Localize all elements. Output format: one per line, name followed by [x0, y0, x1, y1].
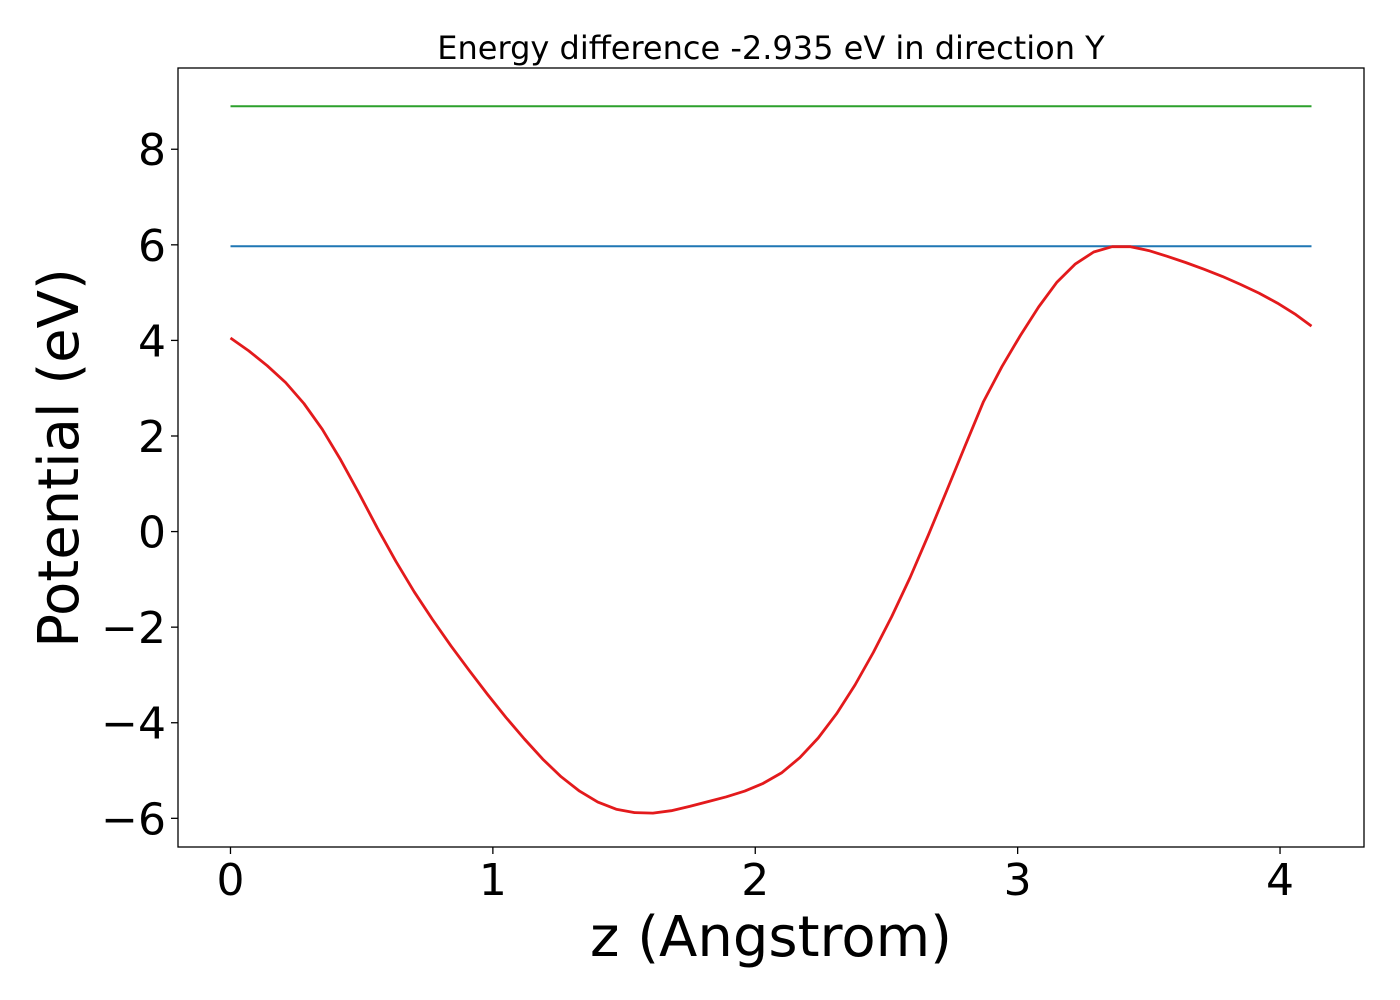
- x-tick-label: 3: [1004, 855, 1032, 906]
- chart-title: Energy difference -2.935 eV in direction…: [437, 29, 1105, 67]
- y-tick-label: 4: [138, 316, 166, 367]
- ticks-layer: 0 1 2 3 4 −6 −4 −2 0 2 4 6 8: [101, 125, 1294, 906]
- y-tick-label: 8: [138, 125, 166, 176]
- x-tick-label: 4: [1266, 855, 1294, 906]
- x-tick-label: 2: [741, 855, 769, 906]
- y-axis-label: Potential (eV): [27, 268, 92, 648]
- plot-frame: [177, 67, 1365, 848]
- y-tick-label: 2: [138, 412, 166, 463]
- y-tick-label: 0: [138, 508, 166, 559]
- y-tick-label: −2: [101, 603, 166, 654]
- x-tick-label: 1: [479, 855, 507, 906]
- y-tick-label: −6: [101, 794, 166, 845]
- x-tick-label: 0: [216, 855, 244, 906]
- series-layer: [229, 105, 1313, 815]
- y-tick-label: −4: [101, 699, 166, 750]
- x-axis-label: z (Angstrom): [590, 905, 952, 970]
- series-line-2: [229, 245, 1313, 815]
- y-tick-label: 6: [138, 221, 166, 272]
